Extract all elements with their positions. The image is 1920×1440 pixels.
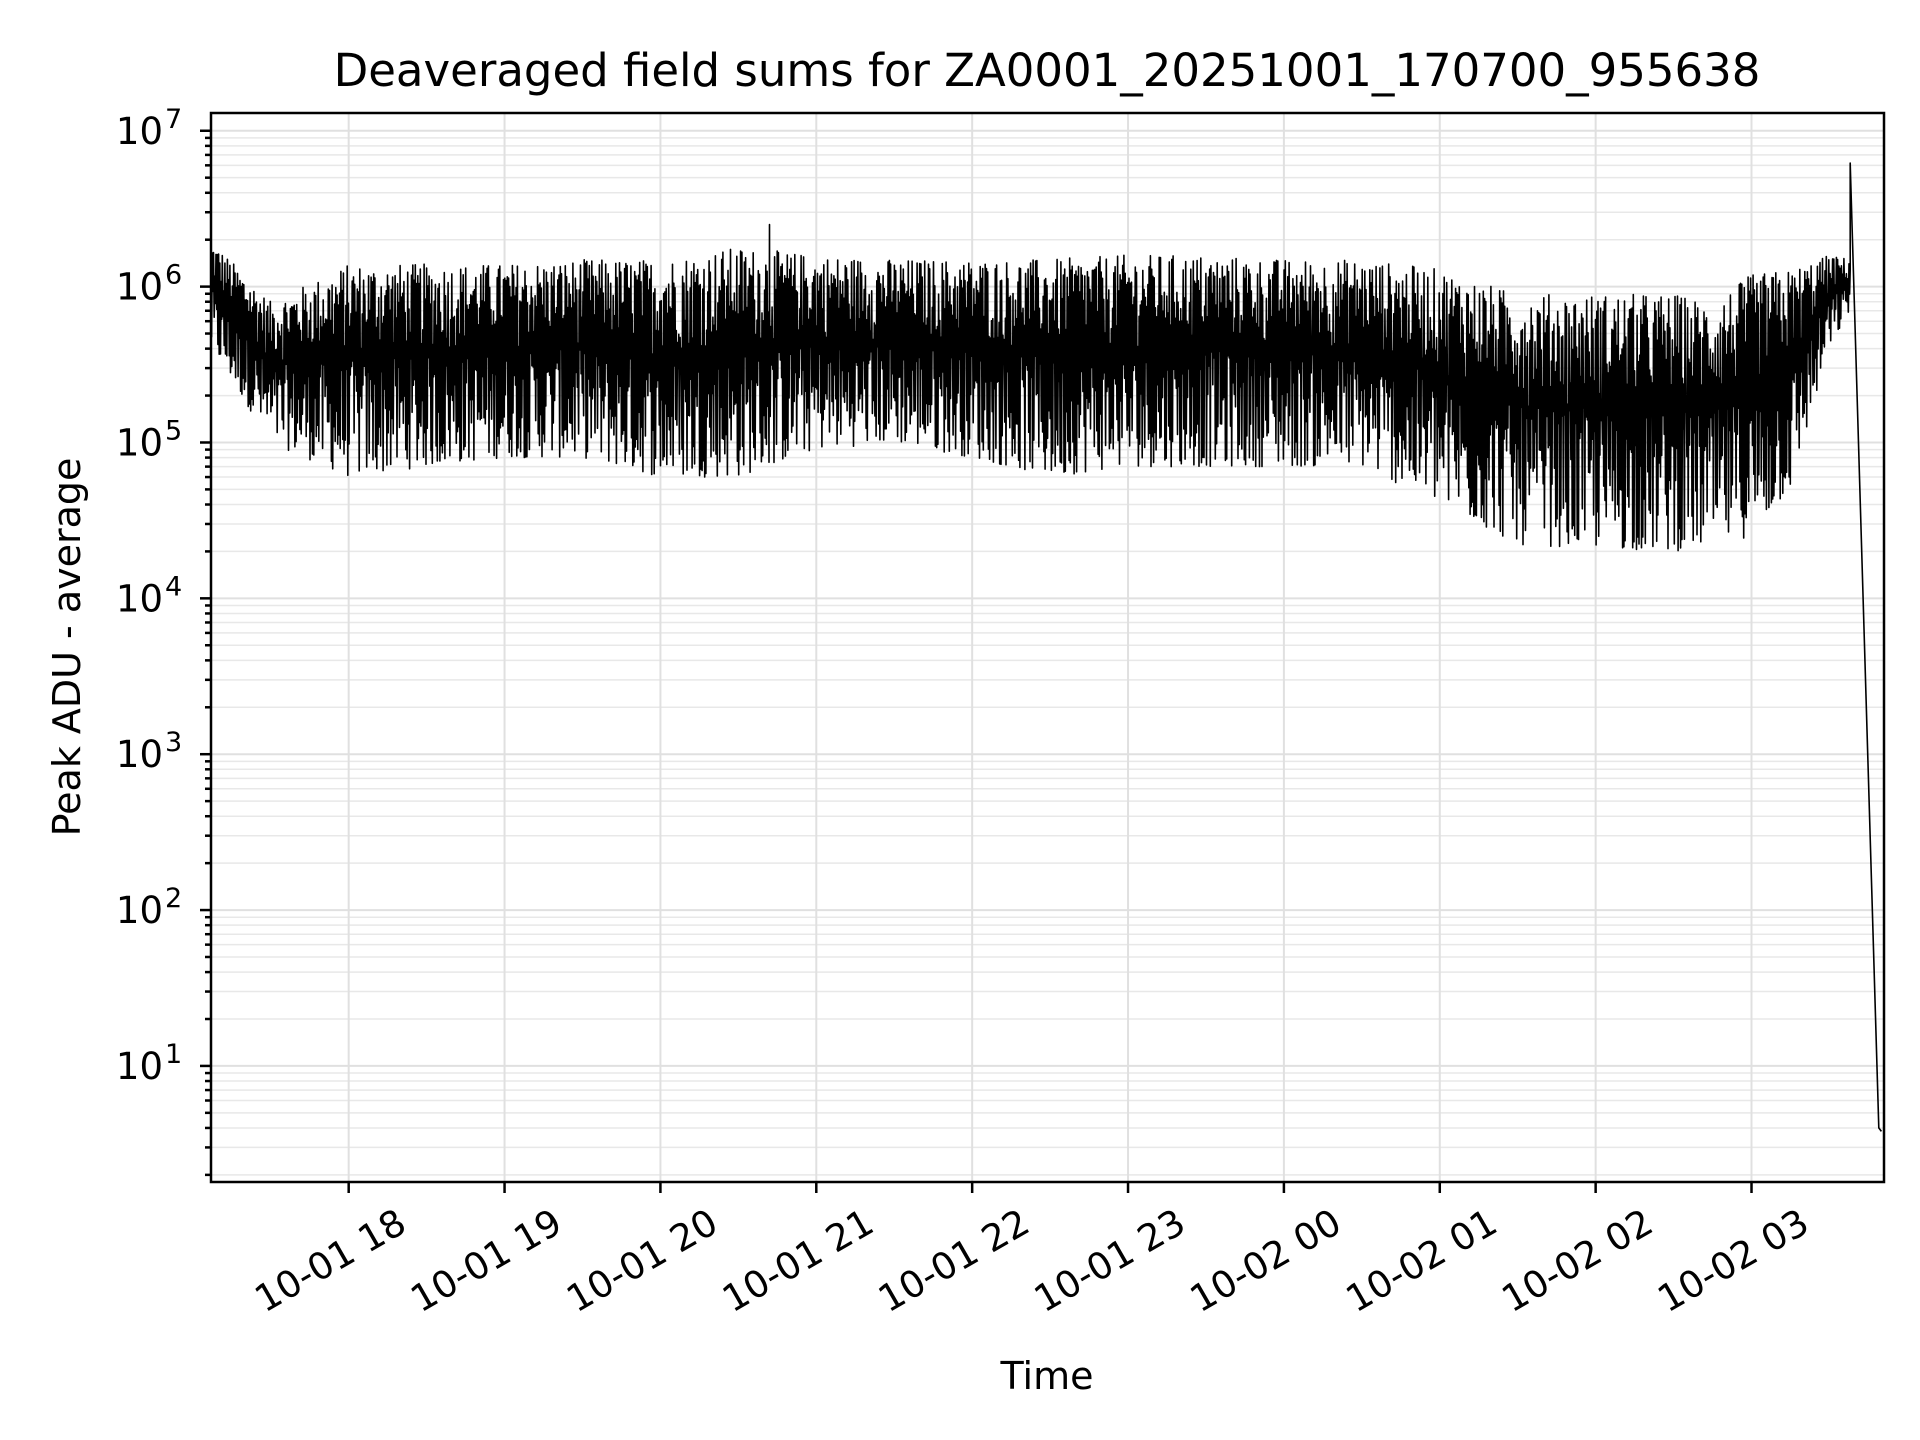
- y-tick-exponent: 6: [165, 260, 182, 291]
- plot-frame: [209, 111, 1886, 1184]
- y-tick-exponent: 2: [165, 883, 182, 914]
- series-path: [210, 162, 1883, 1132]
- series-line: [210, 162, 1883, 1132]
- y-tick-exponent: 3: [165, 727, 182, 758]
- y-tick-label: 10: [116, 577, 163, 620]
- y-tick-label: 10: [116, 1045, 163, 1088]
- y-tick-exponent: 4: [165, 571, 182, 602]
- y-tick-exponent: 5: [165, 415, 182, 446]
- y-axis-label: Peak ADU - average: [45, 458, 89, 837]
- x-axis-label: Time: [1000, 1354, 1094, 1398]
- y-tick-exponent: 7: [165, 104, 182, 135]
- y-tick-label: 10: [116, 733, 163, 776]
- y-tick-label: 10: [116, 266, 163, 309]
- chart-title: Deaveraged field sums for ZA0001_2025100…: [334, 44, 1761, 97]
- y-tick-label: 10: [116, 110, 163, 153]
- y-tick-exponent: 1: [165, 1039, 182, 1070]
- y-tick-label: 10: [116, 889, 163, 932]
- y-tick-label: 10: [116, 421, 163, 464]
